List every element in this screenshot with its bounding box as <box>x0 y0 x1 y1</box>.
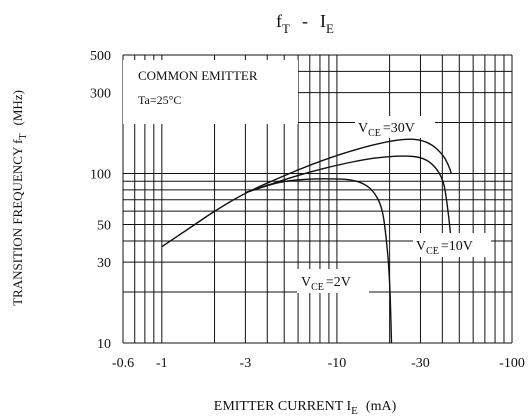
annotation-line2: Ta=25°C <box>138 93 181 107</box>
series-label-10v-bg <box>413 233 491 257</box>
annotation: COMMON EMITTER Ta=25°C <box>123 60 298 124</box>
y-tick-label: 100 <box>90 167 111 182</box>
y-tick-label: 50 <box>97 219 111 234</box>
x-axis-label-main: EMITTER CURRENT I <box>214 399 352 414</box>
x-tick-label: -3 <box>240 356 252 371</box>
x-tick-label: -10 <box>328 356 347 371</box>
series-label-2v-text: VCE =2V <box>301 275 351 293</box>
series-label-2v: VCE =2V <box>297 269 369 293</box>
chart-title-second: I <box>320 11 326 31</box>
curves <box>161 138 452 344</box>
series-label-10v-value: =10V <box>441 239 473 254</box>
series-label-10v-prefix: V <box>416 239 426 254</box>
chart-title-second-sub: E <box>326 21 334 36</box>
tick-labels: -0.6 -1 -3 -10 -30 -100 10 30 50 100 300 500 <box>90 49 525 371</box>
y-axis-label-main: TRANSITION FREQUENCY f <box>10 139 25 306</box>
series-label-2v-sub: CE <box>311 282 324 293</box>
series-label-30v-text: VCE =30V <box>358 121 415 139</box>
series-label-2v-bg <box>297 269 369 293</box>
annotation-box <box>123 60 298 124</box>
y-tick-label: 30 <box>97 256 111 271</box>
series-label-10v-sub: CE <box>426 246 439 257</box>
x-tick-label: -1 <box>156 356 168 371</box>
series-label-30v: VCE =30V <box>355 116 435 139</box>
series-label-10v-text: VCE =10V <box>416 239 473 257</box>
series-label-2v-value: =2V <box>326 275 351 290</box>
series-label-2v-prefix: V <box>301 275 311 290</box>
y-tick-label: 500 <box>90 49 111 64</box>
chart-title: fT - IE <box>276 11 334 36</box>
chart-title-sep: - <box>302 11 308 31</box>
y-axis-label-unit: (MHz) <box>10 90 25 125</box>
y-tick-label: 300 <box>90 87 111 102</box>
curve-vce-10v <box>245 155 452 241</box>
x-axis-label-unit: (mA) <box>366 399 397 414</box>
curve-vce-30v <box>161 138 452 248</box>
y-axis-label: TRANSITION FREQUENCY fT (MHz) <box>10 90 29 306</box>
series-label-30v-value: =30V <box>383 121 415 136</box>
chart-title-main-sub: T <box>282 21 290 36</box>
series-label-30v-prefix: V <box>358 121 368 136</box>
x-axis-label-sub: E <box>351 405 358 417</box>
chart-title-main: f <box>276 11 282 31</box>
y-axis-label-sub: T <box>18 133 29 139</box>
curve-vce-2v <box>245 178 393 344</box>
x-axis-label: EMITTER CURRENT IE (mA) <box>214 399 397 417</box>
x-tick-label: -100 <box>499 356 525 371</box>
series-label-30v-bg <box>355 116 435 138</box>
y-tick-label: 10 <box>97 337 111 352</box>
x-tick-label: -0.6 <box>112 356 134 371</box>
series-label-30v-sub: CE <box>368 128 381 139</box>
annotation-line1: COMMON EMITTER <box>138 68 258 83</box>
series-label-10v: VCE =10V <box>413 233 491 257</box>
x-tick-label: -30 <box>411 356 430 371</box>
